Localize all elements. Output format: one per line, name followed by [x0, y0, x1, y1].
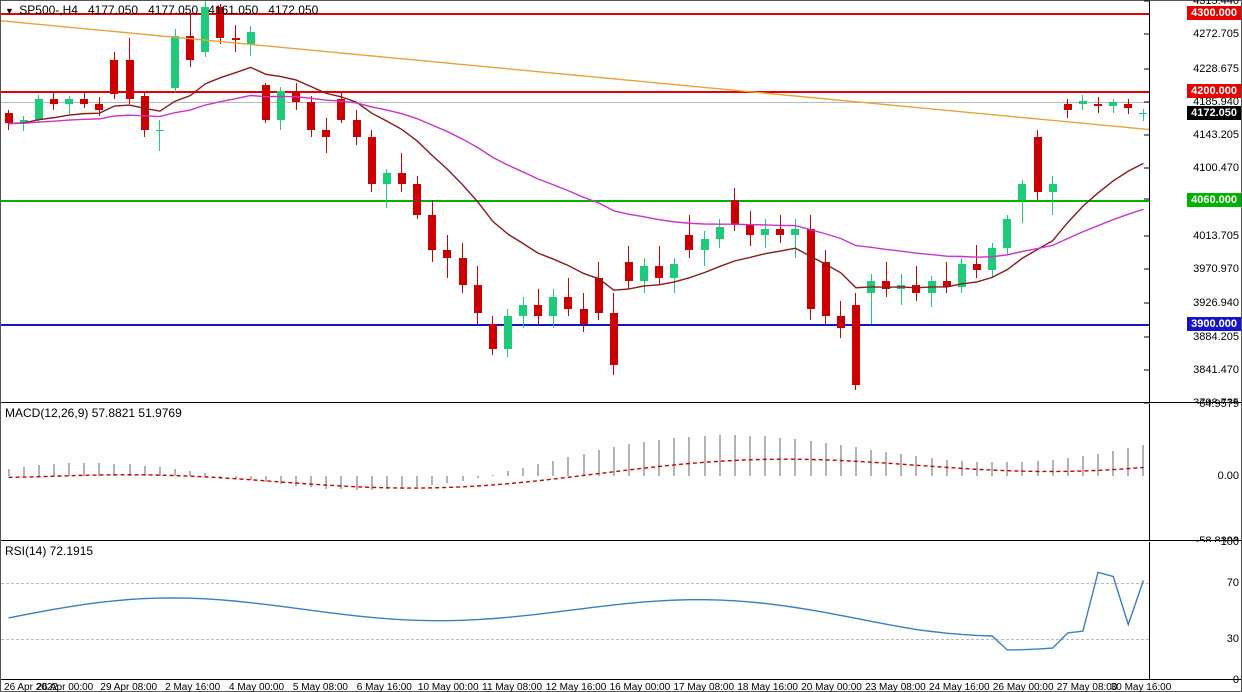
- price-tick-label: 4013.705: [1193, 230, 1239, 242]
- rsi-price-axis[interactable]: 100 70 30 0: [1149, 542, 1241, 679]
- price-tick-label: 4272.705: [1193, 28, 1239, 40]
- rsi-tick-label: 30: [1227, 633, 1239, 645]
- symbol-name: SP500-,H4: [19, 3, 78, 17]
- macd-price-axis[interactable]: 64.9579 0.00 -58.8393: [1149, 404, 1241, 540]
- date-axis-label: 4 May 00:00: [229, 682, 284, 692]
- main-price-axis[interactable]: 4315.440 4272.705 4228.675 4185.940 4143.205…: [1149, 1, 1241, 402]
- symbol-high: 4177.050: [148, 3, 198, 17]
- rsi-plot-area[interactable]: [1, 542, 1149, 679]
- date-axis-strip[interactable]: 26 Apr 2022 26 Apr 00:00 29 Apr 08:00 2 May…: [1, 681, 1241, 692]
- macd-plot-area[interactable]: [1, 404, 1149, 540]
- macd-tick-label: 64.9579: [1199, 398, 1239, 410]
- symbol-low: 4161.050: [208, 3, 258, 17]
- date-axis-label: 17 May 08:00: [673, 682, 734, 692]
- date-axis-area[interactable]: 26 Apr 2022 26 Apr 00:00 29 Apr 08:00 2 May…: [1, 681, 1149, 692]
- date-axis-label: 2 May 16:00: [165, 682, 220, 692]
- date-axis-label: 23 May 08:00: [865, 682, 926, 692]
- date-axis-label: 12 May 16:00: [546, 682, 607, 692]
- price-highlight-4300000[interactable]: 4300.000: [1187, 6, 1241, 20]
- date-axis-label: 18 May 16:00: [737, 682, 798, 692]
- moving-average-orange: [1, 1, 1151, 403]
- date-axis-label: 20 May 00:00: [801, 682, 862, 692]
- macd-signal-line: [1, 404, 1151, 541]
- main-price-panel: ▼ SP500-,H4 4177.050 4177.050 4161.050 4…: [1, 1, 1241, 403]
- price-highlight-3900000[interactable]: 3900.000: [1187, 317, 1241, 331]
- macd-title: MACD(12,26,9) 57.8821 51.9769: [5, 406, 182, 420]
- trading-chart-app: ▼ SP500-,H4 4177.050 4177.050 4161.050 4…: [0, 0, 1242, 692]
- date-axis-label: 29 Apr 08:00: [100, 682, 157, 692]
- price-tick-label: 3970.970: [1193, 263, 1239, 275]
- price-tick-label: 4228.675: [1193, 63, 1239, 75]
- date-axis-label: 27 May 08:00: [1057, 682, 1118, 692]
- rsi-tick-label: 100: [1221, 536, 1239, 548]
- date-axis-label: 24 May 16:00: [929, 682, 990, 692]
- rsi-panel: RSI(14) 72.1915 100 70 30 0: [1, 542, 1241, 680]
- macd-panel: MACD(12,26,9) 57.8821 51.9769 64.9579 0.0…: [1, 404, 1241, 541]
- price-tick-label: 4100.470: [1193, 162, 1239, 174]
- macd-tick-label: 0.00: [1218, 470, 1239, 482]
- symbol-open: 4177.050: [88, 3, 138, 17]
- date-axis-label: 16 May 00:00: [610, 682, 671, 692]
- rsi-value-line: [1, 542, 1151, 680]
- date-axis-label: 5 May 08:00: [293, 682, 348, 692]
- price-tick-label: 3841.470: [1193, 364, 1239, 376]
- date-axis-label: 6 May 16:00: [357, 682, 412, 692]
- price-tick-label: 4143.205: [1193, 129, 1239, 141]
- date-axis-label: 26 May 00:00: [993, 682, 1054, 692]
- price-tick-label: 3884.205: [1193, 331, 1239, 343]
- date-axis-label: 26 Apr 00:00: [37, 682, 94, 692]
- date-axis-label: 11 May 08:00: [482, 682, 542, 692]
- rsi-title: RSI(14) 72.1915: [5, 544, 93, 558]
- price-highlight-4172050[interactable]: 4172.050: [1187, 106, 1241, 120]
- symbol-close: 4172.050: [268, 3, 318, 17]
- symbol-title: ▼ SP500-,H4 4177.050 4177.050 4161.050 4…: [5, 3, 318, 17]
- date-axis-label: 10 May 00:00: [418, 682, 479, 692]
- main-plot-area[interactable]: [1, 1, 1149, 402]
- price-highlight-4060000[interactable]: 4060.000: [1187, 193, 1241, 207]
- price-highlight-4200000[interactable]: 4200.000: [1187, 84, 1241, 98]
- rsi-tick-label: 70: [1227, 577, 1239, 589]
- price-tick-label: 3926.940: [1193, 297, 1239, 309]
- date-axis-label: 30 May 16:00: [1111, 682, 1172, 692]
